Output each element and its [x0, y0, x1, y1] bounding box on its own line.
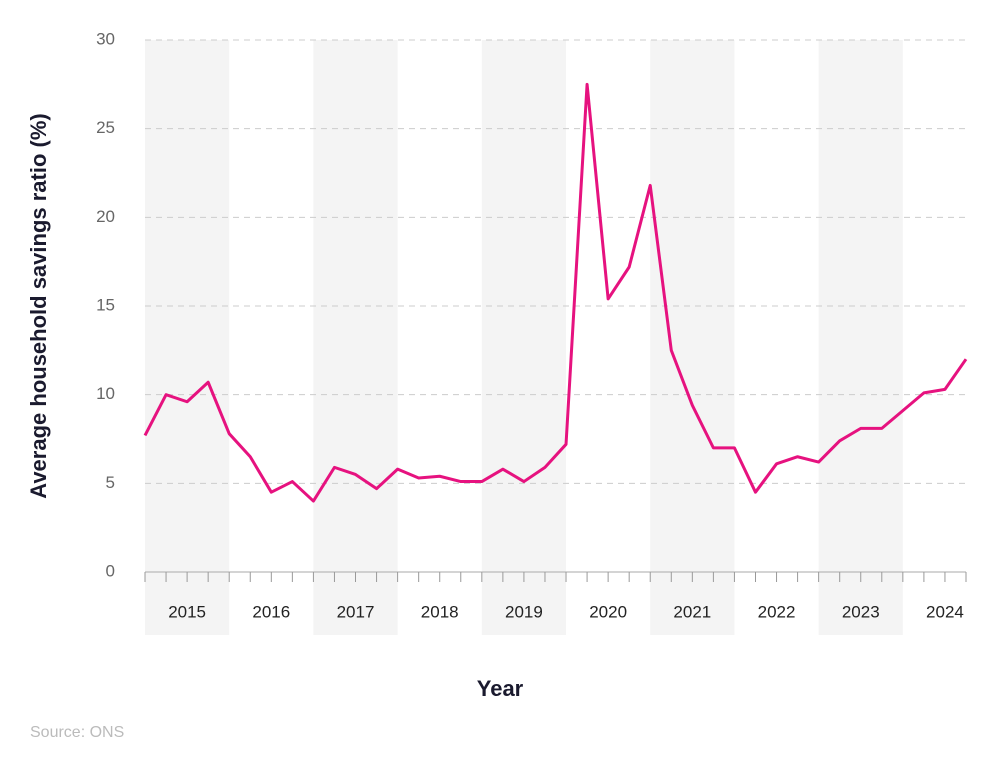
year-band — [650, 40, 735, 635]
y-axis-label: Average household savings ratio (%) — [26, 113, 51, 499]
year-band — [145, 40, 230, 635]
x-tick-label: 2016 — [252, 602, 290, 621]
x-tick-label: 2021 — [673, 602, 711, 621]
y-tick-label: 20 — [96, 207, 115, 226]
x-tick-label: 2020 — [589, 602, 627, 621]
x-tick-label: 2015 — [168, 602, 206, 621]
x-tick-label: 2018 — [421, 602, 459, 621]
x-tick-label: 2019 — [505, 602, 543, 621]
y-tick-label: 25 — [96, 118, 115, 137]
x-tick-label: 2023 — [842, 602, 880, 621]
x-axis-label: Year — [477, 676, 524, 701]
x-tick-label: 2024 — [926, 602, 964, 621]
y-tick-label: 15 — [96, 295, 115, 314]
y-tick-label: 0 — [106, 561, 115, 580]
y-tick-label: 30 — [96, 29, 115, 48]
x-tick-label: 2017 — [337, 602, 375, 621]
year-band — [481, 40, 567, 635]
year-band — [313, 40, 398, 635]
year-band — [818, 40, 903, 635]
x-tick-label: 2022 — [758, 602, 796, 621]
data-line — [143, 82, 968, 503]
source: Source: ONS — [30, 724, 124, 741]
y-tick-label: 5 — [106, 473, 115, 492]
y-tick-label: 10 — [96, 384, 115, 403]
